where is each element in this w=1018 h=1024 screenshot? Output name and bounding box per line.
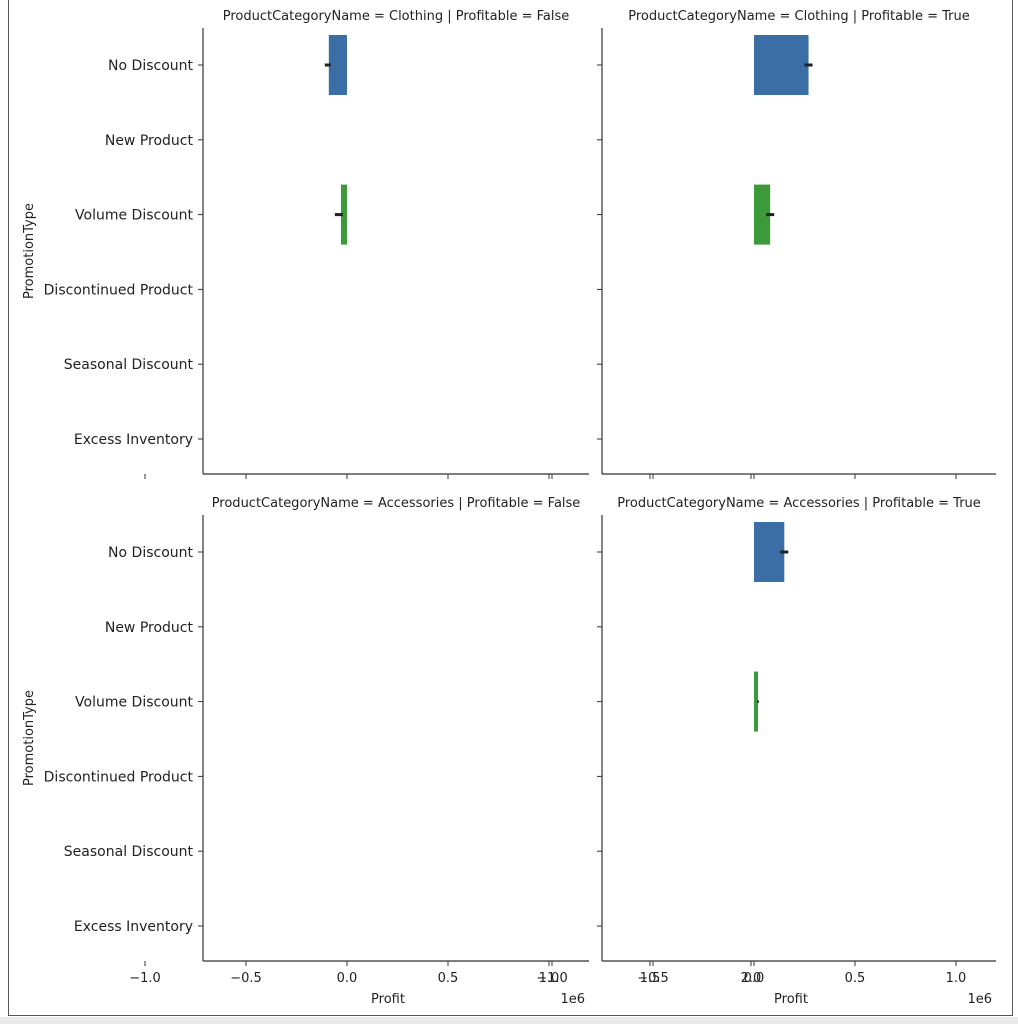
x-tick-label: 0.0 [744,971,765,986]
y-axis-label: PromotionType [22,690,37,786]
y-tick-label: No Discount [108,58,193,74]
bar-volume-discount [754,184,771,245]
x-tick-label: 0.5 [845,971,866,986]
panel-title: ProductCategoryName = Accessories | Prof… [212,496,581,511]
x-tick-label: 1.5 [640,971,661,986]
x-tick-label: 0.5 [438,971,459,986]
panel-title: ProductCategoryName = Clothing | Profita… [223,9,570,24]
y-tick-label: Volume Discount [75,695,193,711]
y-tick-label: Discontinued Product [44,282,194,298]
y-tick-label: No Discount [108,545,193,561]
y-tick-label: Volume Discount [75,208,193,224]
facet-panel: ProductCategoryName = Clothing | Profita… [551,9,996,479]
y-tick-label: Seasonal Discount [64,844,194,860]
y-tick-label: New Product [105,620,194,636]
facet-panel: ProductCategoryName = Accessories | Prof… [22,496,761,1007]
x-tick-label: 0.0 [337,971,358,986]
facet-panel: ProductCategoryName = Clothing | Profita… [22,9,752,479]
window-bottom-strip [0,1017,1018,1024]
facet-panel: ProductCategoryName = Accessories | Prof… [536,496,996,1007]
y-tick-label: Discontinued Product [44,769,194,785]
y-axis-label: PromotionType [22,203,37,299]
y-tick-label: New Product [105,133,194,149]
bar-no-discount [328,35,347,95]
panel-title: ProductCategoryName = Clothing | Profita… [628,9,970,24]
y-tick-label: Excess Inventory [74,919,193,935]
y-tick-label: Excess Inventory [74,432,193,448]
bar-volume-discount [754,671,759,732]
x-offset-label: 1e6 [967,992,992,1007]
x-tick-label: 1.0 [539,971,560,986]
x-axis-label: Profit [371,992,405,1007]
x-tick-label: 2.0 [741,971,762,986]
bar-no-discount [754,522,785,582]
x-tick-label: 1.0 [946,971,967,986]
x-tick-label: −1.0 [129,971,161,986]
bar-no-discount [754,35,809,95]
x-offset-label: 1e6 [560,992,585,1007]
bar-volume-discount [340,184,347,245]
figure-frame [8,0,1013,1016]
x-tick-label: −1.0 [536,971,568,986]
y-tick-label: Seasonal Discount [64,357,194,373]
x-tick-label: −0.5 [637,971,669,986]
x-tick-label: −0.5 [230,971,262,986]
x-axis-label: Profit [774,992,808,1007]
panel-title: ProductCategoryName = Accessories | Prof… [617,496,981,511]
